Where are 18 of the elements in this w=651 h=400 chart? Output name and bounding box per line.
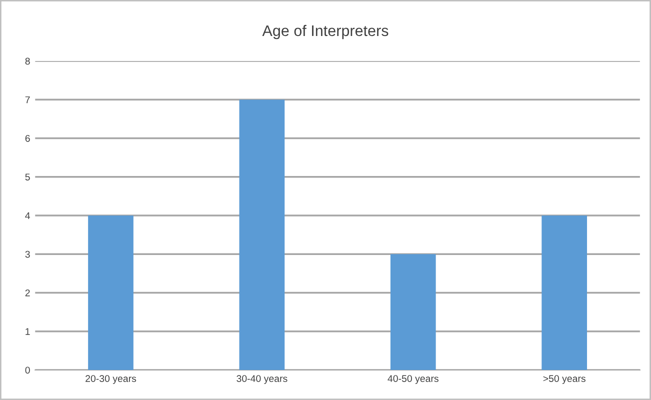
x-tick-label: 30-40 years	[236, 375, 288, 384]
y-tick-label: 2	[25, 289, 30, 296]
bar	[542, 216, 588, 370]
y-tick-label: 3	[25, 250, 30, 258]
y-tick-label: 1	[26, 328, 30, 335]
y-tick-label: 6	[25, 134, 30, 142]
chart-title: Age of Interpreters	[262, 24, 388, 40]
bar	[390, 254, 436, 370]
y-tick-label: 4	[25, 212, 30, 220]
y-tick-label: 7	[25, 96, 30, 104]
y-tick-label: 5	[25, 174, 30, 180]
bar	[88, 216, 134, 370]
bar	[239, 100, 285, 370]
y-tick-label: 0	[25, 366, 30, 374]
x-tick-label: 20-30 years	[86, 375, 136, 384]
x-tick-label: 40-50 years	[388, 375, 438, 384]
y-tick-label: 8	[25, 58, 30, 65]
x-tick-label: >50 years	[543, 375, 586, 384]
